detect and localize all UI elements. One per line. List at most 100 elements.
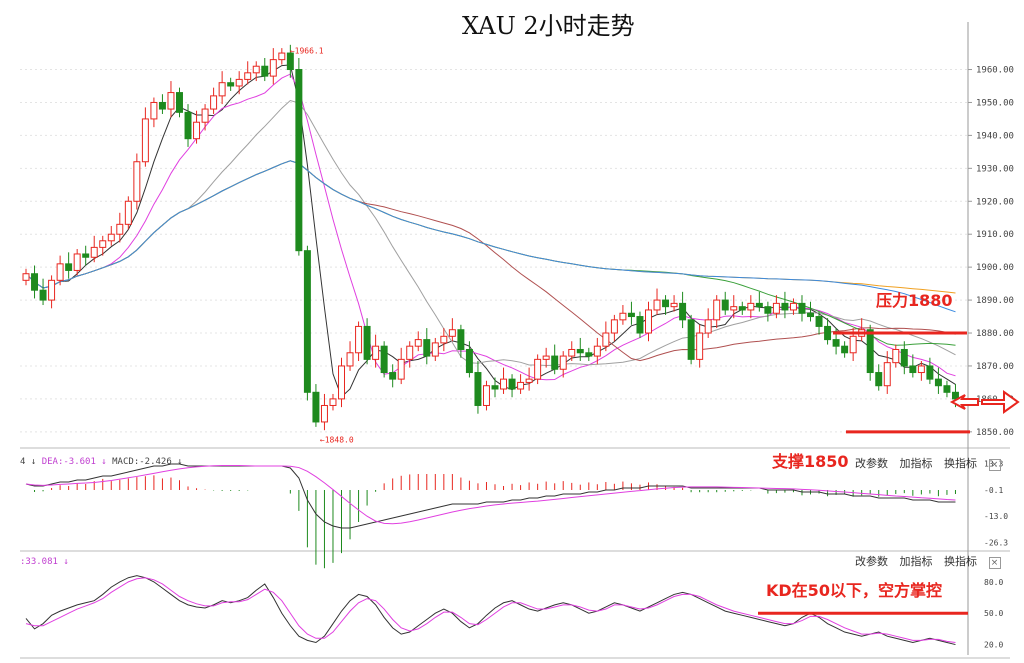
candle-up bbox=[619, 312, 627, 321]
candle-up bbox=[593, 345, 601, 357]
macd-add-indicator-button[interactable]: 加指标 bbox=[899, 457, 933, 470]
macd-switch-indicator-button[interactable]: 换指标 bbox=[944, 457, 977, 470]
y-tick-label: 1930.00 bbox=[976, 164, 1014, 174]
arrow-icon bbox=[949, 394, 979, 410]
candle-up bbox=[610, 319, 618, 334]
candle-down bbox=[721, 299, 729, 311]
y-tick-label: 1850.00 bbox=[976, 428, 1014, 438]
candle-up bbox=[482, 385, 490, 406]
candle-down bbox=[82, 253, 90, 258]
candle-up bbox=[338, 365, 345, 400]
kd-annotation: KD在50以下，空方掌控 bbox=[766, 581, 942, 600]
candle-up bbox=[568, 348, 576, 357]
candle-up bbox=[517, 381, 525, 390]
y-tick-label: 1890.00 bbox=[976, 296, 1014, 306]
candle-down bbox=[380, 345, 388, 374]
candle-down bbox=[781, 302, 789, 311]
ma5-line bbox=[25, 64, 956, 398]
y-tick-label: 1910.00 bbox=[976, 230, 1014, 240]
candle-down bbox=[824, 325, 832, 341]
candle-down bbox=[662, 299, 670, 308]
candle-down bbox=[65, 263, 73, 271]
candle-down bbox=[295, 69, 303, 252]
candle-up bbox=[917, 365, 925, 374]
candle-up bbox=[397, 358, 405, 380]
close-icon[interactable]: × bbox=[988, 459, 1001, 471]
candle-down bbox=[184, 111, 192, 140]
candle-down bbox=[551, 355, 559, 370]
high-price-label: ←1966.1 bbox=[290, 46, 324, 55]
candle-down bbox=[176, 92, 183, 113]
candle-up bbox=[704, 319, 712, 334]
macd-toolbar: 改参数 加指标 换指标 × bbox=[855, 455, 1009, 471]
macd-y-tick-label: 13.3 bbox=[984, 459, 1003, 468]
y-tick-label: 1880.00 bbox=[976, 329, 1014, 339]
candle-up bbox=[107, 233, 115, 242]
macd-edit-params-button[interactable]: 改参数 bbox=[855, 457, 888, 470]
candle-down bbox=[158, 101, 166, 110]
candle-up bbox=[116, 223, 124, 235]
candle-up bbox=[56, 263, 64, 281]
candle-down bbox=[815, 316, 823, 327]
candle-down bbox=[31, 273, 39, 291]
support-label: 支撑1850 bbox=[772, 452, 849, 471]
candle-down bbox=[934, 378, 942, 387]
candle-up bbox=[252, 65, 260, 74]
candle-down bbox=[738, 306, 746, 311]
candle-down bbox=[423, 339, 431, 357]
candle-up bbox=[789, 302, 797, 311]
candle-up bbox=[124, 200, 132, 225]
kd-header: :33.081 ↓ bbox=[20, 557, 69, 567]
macd-dea-line bbox=[25, 465, 956, 525]
candle-up bbox=[602, 332, 610, 347]
candle-up bbox=[525, 378, 533, 383]
candle-up bbox=[772, 302, 780, 314]
ma90-line bbox=[25, 160, 956, 313]
close-icon[interactable]: × bbox=[988, 557, 1001, 569]
candle-down bbox=[576, 348, 584, 354]
candle-up bbox=[193, 121, 201, 140]
candle-up bbox=[22, 273, 30, 281]
candle-up bbox=[500, 378, 508, 390]
candle-up bbox=[218, 82, 226, 97]
candle-down bbox=[636, 316, 644, 334]
candle-up bbox=[440, 335, 448, 344]
candle-up bbox=[90, 246, 98, 258]
candle-down bbox=[679, 302, 687, 321]
ma40-line bbox=[25, 160, 956, 362]
candle-down bbox=[764, 306, 772, 314]
y-tick-label: 1950.00 bbox=[976, 98, 1014, 108]
macd-y-tick-label: -13.0 bbox=[984, 512, 1008, 521]
kd-switch-indicator-button[interactable]: 换指标 bbox=[944, 555, 977, 568]
candle-down bbox=[39, 289, 47, 301]
low-price-label: ←1848.0 bbox=[320, 435, 354, 444]
candle-down bbox=[807, 312, 814, 318]
resistance-label: 压力1880 bbox=[876, 291, 953, 310]
candle-up bbox=[320, 404, 328, 423]
candle-up bbox=[73, 253, 81, 271]
y-tick-label: 1960.00 bbox=[976, 66, 1014, 76]
candle-down bbox=[585, 352, 593, 357]
candle-up bbox=[355, 325, 363, 354]
candle-down bbox=[909, 365, 917, 374]
candle-up bbox=[534, 358, 542, 380]
kd-k-line bbox=[25, 575, 956, 646]
kd-add-indicator-button[interactable]: 加指标 bbox=[899, 555, 933, 568]
candle-down bbox=[457, 329, 465, 350]
candle-up bbox=[278, 52, 286, 61]
candle-up bbox=[269, 59, 277, 77]
kd-y-tick-label: 80.0 bbox=[984, 578, 1003, 587]
candle-down bbox=[798, 302, 806, 314]
candle-up bbox=[730, 306, 738, 311]
kd-y-tick-label: 20.0 bbox=[984, 641, 1003, 650]
candle-up bbox=[559, 355, 567, 370]
candle-up bbox=[892, 348, 900, 364]
macd-dif-line bbox=[25, 463, 956, 529]
candle-down bbox=[363, 325, 371, 360]
candle-up bbox=[883, 362, 891, 387]
macd-y-tick-label: -26.3 bbox=[984, 539, 1008, 548]
kd-edit-params-button[interactable]: 改参数 bbox=[855, 555, 888, 568]
candle-up bbox=[696, 332, 704, 360]
candle-up bbox=[150, 101, 158, 120]
kd-d-line bbox=[25, 577, 956, 643]
